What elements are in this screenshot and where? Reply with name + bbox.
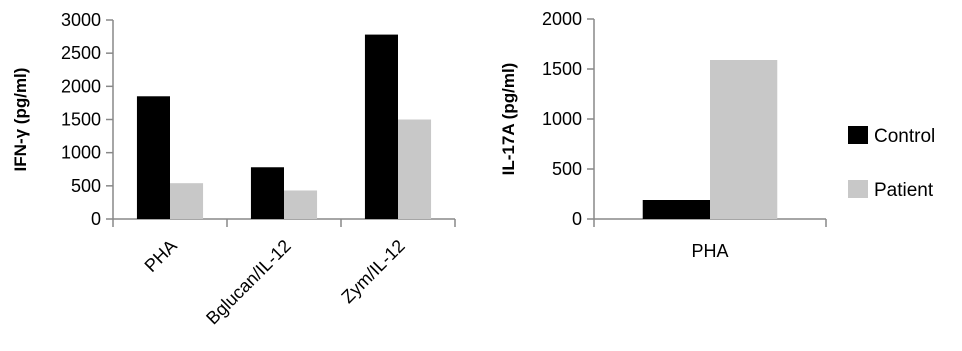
- y-tick-label: 2500: [61, 43, 101, 63]
- y-tick-label: 0: [91, 209, 101, 229]
- bar-control-zym-il-12: [364, 34, 398, 219]
- y-tick-label: 2000: [61, 76, 101, 96]
- y-tick-label: 500: [71, 176, 101, 196]
- y-tick-label: 3000: [61, 10, 101, 30]
- bar-control-bglucan-il-12: [250, 167, 284, 219]
- y-tick-label: 2000: [542, 9, 582, 29]
- x-category-label: PHA: [141, 236, 181, 276]
- y-tick-label: 1000: [542, 109, 582, 129]
- y-tick-label: 1500: [61, 110, 101, 130]
- bar-patient-pha: [710, 60, 778, 219]
- bar-patient-bglucan-il-12: [284, 190, 318, 219]
- bar-control-pha: [136, 96, 170, 219]
- y-axis-title: IFN-γ (pg/ml): [11, 68, 30, 172]
- legend-label-patient: Patient: [874, 180, 934, 201]
- il17a-chart: 0 500 1000 1500 2000 PHA IL-17A (pg/ml): [499, 9, 827, 261]
- y-tick-label: 1000: [61, 143, 101, 163]
- legend: Control Patient: [848, 126, 935, 201]
- x-category-label: Zym/IL-12: [337, 236, 408, 307]
- y-tick-label: 0: [572, 209, 582, 229]
- bar-patient-pha: [170, 183, 204, 219]
- x-category-label: Bglucan/IL-12: [202, 236, 295, 329]
- bar-patient-zym-il-12: [398, 119, 432, 219]
- legend-swatch-patient: [848, 180, 868, 198]
- legend-swatch-control: [848, 126, 868, 144]
- y-tick-label: 1500: [542, 59, 582, 79]
- legend-label-control: Control: [874, 126, 935, 147]
- ifn-gamma-chart: 0 500 1000 1500 2000 2500 3000 PHA Bglucan/IL-12…: [11, 10, 456, 329]
- y-tick-label: 500: [552, 159, 582, 179]
- x-category-label: PHA: [691, 241, 728, 261]
- bar-control-pha: [642, 200, 710, 219]
- y-axis-title: IL-17A (pg/ml): [499, 63, 518, 176]
